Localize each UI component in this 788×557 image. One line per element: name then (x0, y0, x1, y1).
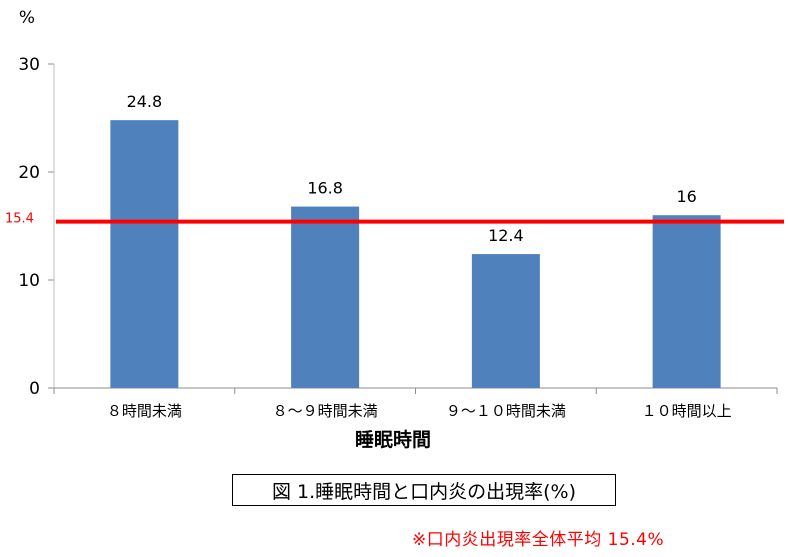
bar (471, 254, 540, 388)
y-tick-label: 20 (18, 163, 40, 183)
bar-value-label: 12.4 (488, 226, 524, 245)
footnote: ※口内炎出現率全体平均 15.4% (412, 530, 665, 550)
x-category-label: ９～１０時間未満 (446, 402, 566, 420)
average-reference-label: 15.4 (5, 212, 34, 227)
y-tick-label: 0 (29, 379, 40, 399)
bar (291, 206, 360, 388)
bar-value-label: 16 (676, 187, 696, 206)
figure-caption-text: 図 1.睡眠時間と口内炎の出現率(%) (271, 480, 577, 503)
bar (110, 120, 179, 388)
y-tick-label: 10 (18, 271, 40, 291)
y-axis-label: % (19, 8, 35, 28)
bar-value-label: 24.8 (127, 92, 163, 111)
figure-caption: 図 1.睡眠時間と口内炎の出現率(%) (232, 474, 616, 506)
x-axis-label: 睡眠時間 (355, 429, 431, 451)
bar-value-label: 16.8 (307, 179, 343, 198)
x-category-label: ８時間未満 (107, 402, 182, 420)
y-tick-label: 30 (18, 55, 40, 75)
x-category-label: １０時間以上 (642, 402, 732, 420)
bar (652, 215, 721, 388)
x-category-label: ８～９時間未満 (273, 402, 378, 420)
